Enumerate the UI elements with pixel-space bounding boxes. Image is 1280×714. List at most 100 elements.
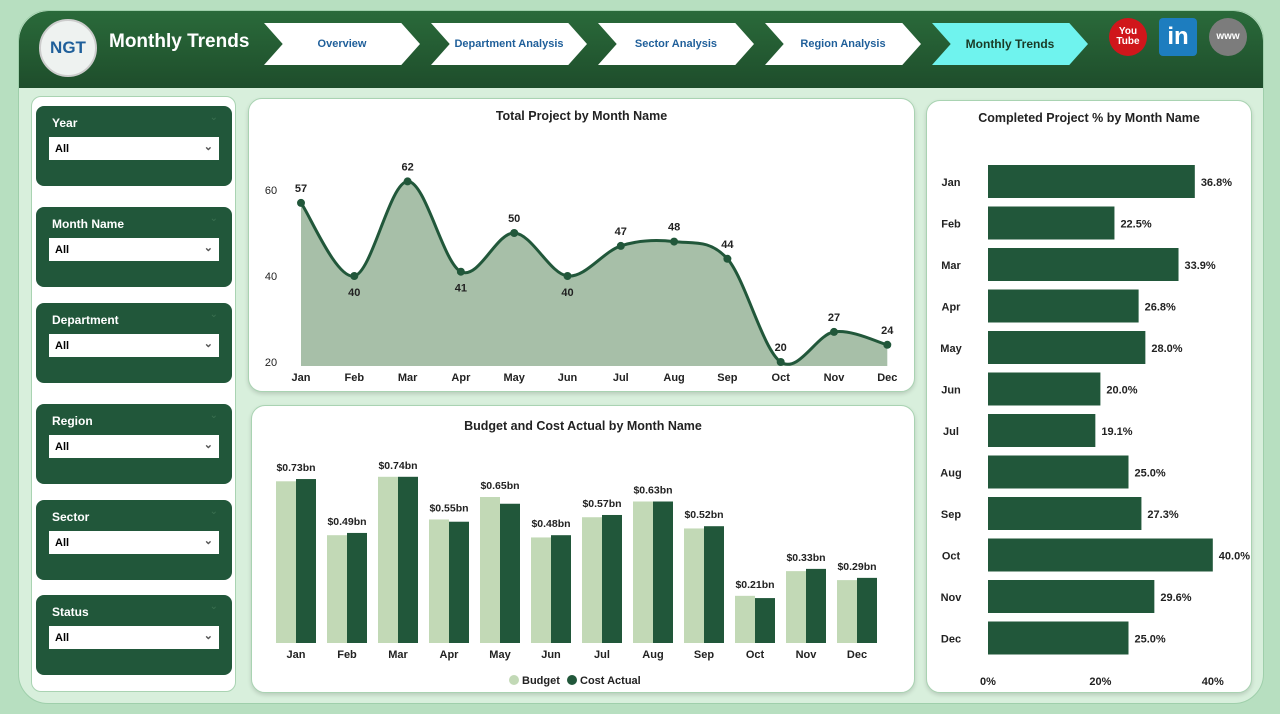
data-label: 26.8%: [1145, 302, 1176, 314]
chevron-down-icon[interactable]: ⌄: [209, 213, 218, 224]
bar: [988, 414, 1096, 447]
bar-budget: [531, 537, 551, 643]
bar-cost-actual: [857, 577, 877, 643]
filter-dropdown[interactable]: All ⌄: [49, 334, 219, 357]
data-label: $0.29bn: [837, 561, 876, 573]
bar-budget: [837, 580, 857, 643]
bar-cost-actual: [602, 514, 622, 643]
data-label: $0.33bn: [786, 552, 825, 564]
data-label: 57: [295, 183, 307, 195]
bar: [988, 289, 1139, 323]
x-tick-label: 0%: [980, 676, 996, 688]
x-tick-label: Apr: [451, 372, 471, 384]
nav-tab-monthly-trends[interactable]: Monthly Trends: [932, 23, 1088, 65]
x-tick-label: Mar: [398, 372, 418, 384]
x-tick-label: Sep: [717, 372, 737, 384]
nav-tab-sector-analysis[interactable]: Sector Analysis: [598, 23, 754, 65]
data-label: $0.73bn: [276, 462, 315, 474]
filter-region: Region ⌄ All ⌄: [36, 404, 232, 484]
bar-cost-actual: [347, 532, 367, 643]
data-label: 47: [615, 226, 627, 238]
chart-title: Completed Project % by Month Name: [978, 111, 1200, 125]
x-tick-label: Nov: [796, 649, 818, 661]
bar-budget: [786, 571, 806, 643]
bar-budget: [735, 595, 755, 643]
x-tick-label: May: [489, 649, 511, 661]
bar-budget: [684, 528, 704, 643]
bar: [988, 165, 1195, 198]
legend-marker: [567, 675, 577, 685]
dropdown-value: All: [55, 142, 70, 155]
data-point: [297, 198, 305, 207]
data-point: [403, 177, 412, 186]
x-tick-label: 40%: [1202, 676, 1224, 688]
chevron-down-icon[interactable]: ⌄: [209, 506, 218, 517]
chevron-down-icon[interactable]: ⌄: [209, 112, 218, 123]
data-label: $0.49bn: [327, 516, 366, 528]
chevron-down-icon[interactable]: ⌄: [209, 309, 218, 320]
dropdown-value: All: [55, 440, 70, 453]
y-tick-label: Sep: [941, 509, 961, 521]
dropdown-value: All: [55, 243, 70, 256]
globe-icon[interactable]: www: [1209, 18, 1247, 56]
filter-dropdown[interactable]: All ⌄: [49, 626, 219, 649]
linkedin-icon[interactable]: in: [1159, 18, 1197, 56]
filter-label: Status: [52, 605, 89, 619]
chevron-down-icon[interactable]: ⌄: [209, 601, 218, 612]
filter-dropdown[interactable]: All ⌄: [49, 238, 219, 261]
nav-tab-label: Department Analysis: [454, 38, 564, 50]
data-label: $0.74bn: [378, 460, 417, 472]
chart-title: Budget and Cost Actual by Month Name: [464, 419, 702, 433]
bar-budget: [429, 519, 449, 643]
x-tick-label: Apr: [440, 649, 460, 661]
nav-tab-region-analysis[interactable]: Region Analysis: [765, 23, 921, 65]
bar-cost-actual: [500, 503, 520, 643]
completed-percent-chart: Completed Project % by Month Name 36.8% J…: [926, 100, 1252, 693]
nav-tab-label: Sector Analysis: [634, 38, 718, 50]
data-label: 48: [668, 222, 680, 234]
bar: [988, 372, 1101, 406]
x-tick-label: Jan: [292, 372, 311, 384]
area-fill: [301, 181, 888, 366]
nav-tab-label: Overview: [317, 38, 367, 50]
data-label: $0.48bn: [531, 518, 570, 530]
nav-tab-label: Region Analysis: [800, 38, 886, 50]
filter-dropdown[interactable]: All ⌄: [49, 435, 219, 458]
data-label: 20.0%: [1106, 385, 1137, 397]
nav-tab-overview[interactable]: Overview: [264, 23, 420, 65]
data-label: $0.21bn: [735, 579, 774, 591]
data-label: 29.6%: [1160, 592, 1191, 604]
y-tick-label: Apr: [942, 302, 962, 314]
data-label: 22.5%: [1120, 219, 1151, 231]
x-tick-label: Nov: [824, 372, 846, 384]
data-label: 40.0%: [1219, 551, 1250, 563]
y-tick-label: 40: [265, 271, 277, 283]
bar-cost-actual: [551, 535, 571, 643]
chevron-down-icon: ⌄: [203, 630, 213, 642]
logo-text: NGT: [50, 38, 86, 57]
bar: [988, 455, 1129, 489]
data-point: [830, 327, 838, 336]
nav-tab-department-analysis[interactable]: Department Analysis: [431, 23, 587, 65]
bar: [988, 331, 1146, 364]
data-label: 27: [828, 312, 840, 324]
data-point: [723, 254, 732, 263]
bar-budget: [327, 535, 347, 643]
bar-budget: [378, 476, 398, 643]
y-tick-label: Jul: [943, 426, 959, 438]
data-label: 62: [401, 161, 413, 173]
bar-budget: [276, 481, 296, 643]
filter-label: Sector: [52, 510, 90, 524]
chevron-down-icon[interactable]: ⌄: [209, 410, 218, 421]
data-label: 27.3%: [1147, 509, 1178, 521]
youtube-icon[interactable]: You Tube: [1109, 18, 1147, 56]
filter-dropdown[interactable]: All ⌄: [49, 137, 219, 160]
chevron-down-icon: ⌄: [203, 439, 213, 451]
icon-glyph: www: [1216, 31, 1240, 42]
chevron-down-icon: ⌄: [203, 338, 213, 350]
filter-label: Month Name: [52, 217, 124, 231]
x-tick-label: Oct: [772, 372, 791, 384]
filter-dropdown[interactable]: All ⌄: [49, 531, 219, 554]
bar-cost-actual: [704, 526, 724, 643]
x-tick-label: 20%: [1089, 676, 1111, 688]
